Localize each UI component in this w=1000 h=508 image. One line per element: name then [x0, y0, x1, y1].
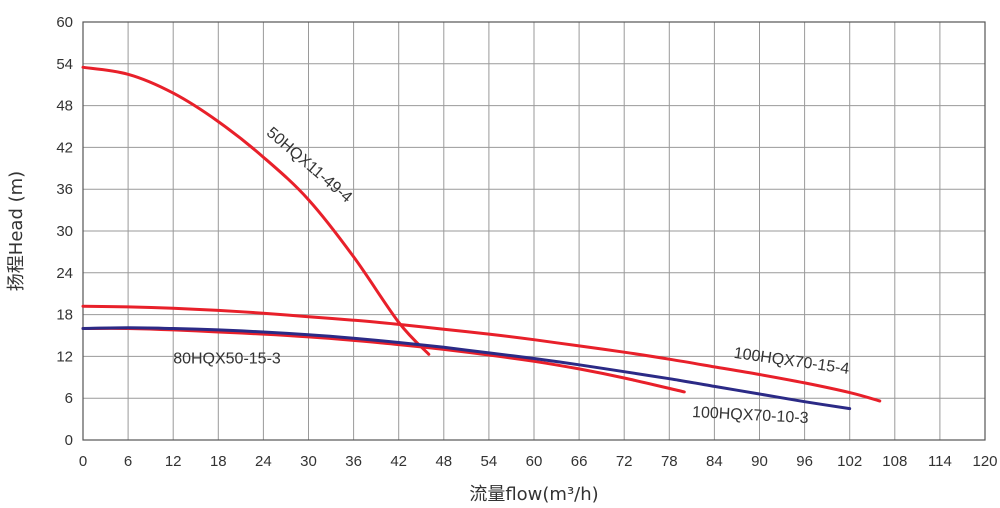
y-tick-label: 30 — [56, 223, 73, 240]
series-label-100HQX70-10-3: 100HQX70-10-3 — [692, 404, 809, 427]
series-labels: 50HQX11-49-480HQX50-15-3100HQX70-10-3100… — [173, 124, 850, 427]
series-label-80HQX50-15-3: 80HQX50-15-3 — [173, 350, 281, 367]
x-axis-title: 流量flow(m³/h) — [469, 484, 598, 505]
series-lines — [81, 65, 882, 411]
x-tick-label: 18 — [210, 453, 227, 470]
y-tick-label: 24 — [56, 265, 73, 282]
x-tick-label: 90 — [751, 453, 768, 470]
x-tick-label: 30 — [300, 453, 317, 470]
plot-frame — [82, 21, 986, 441]
y-tick-label: 0 — [65, 432, 73, 449]
x-tick-label: 36 — [345, 453, 362, 470]
y-tick-label: 60 — [56, 14, 73, 31]
series-line-100HQX70-10-3 — [81, 326, 852, 411]
x-tick-label: 54 — [481, 453, 498, 470]
x-tick-label: 12 — [165, 453, 182, 470]
y-tick-label: 36 — [56, 181, 73, 198]
x-tick-label: 78 — [661, 453, 678, 470]
y-tick-label: 18 — [56, 307, 73, 324]
x-tick-label: 60 — [526, 453, 543, 470]
x-tick-label: 96 — [796, 453, 813, 470]
x-tick-label: 84 — [706, 453, 723, 470]
x-tick-label: 108 — [882, 453, 907, 470]
x-tick-label: 114 — [928, 453, 952, 470]
x-tick-labels: 0 6 12 18 24 30 36 42 48 54 60 66 72 78 84 90 96 102 108 11… — [79, 453, 998, 470]
series-line-50HQX11-49-4 — [81, 65, 431, 356]
x-tick-label: 6 — [124, 453, 132, 470]
x-tick-label: 0 — [79, 453, 87, 470]
x-tick-label: 42 — [390, 453, 407, 470]
x-tick-label: 72 — [616, 453, 633, 470]
x-tick-label: 24 — [255, 453, 272, 470]
y-tick-label: 42 — [56, 139, 73, 156]
x-tick-label: 48 — [435, 453, 452, 470]
series-line-100HQX70-15-4 — [81, 304, 882, 403]
x-tick-label: 102 — [837, 453, 862, 470]
y-axis-title: 扬程Head (m) — [6, 171, 27, 291]
y-tick-label: 48 — [56, 98, 73, 115]
y-tick-label: 6 — [65, 390, 73, 407]
y-tick-label: 54 — [56, 56, 73, 73]
grid-lines — [82, 21, 986, 441]
series-label-50HQX11-49-4: 50HQX11-49-4 — [263, 124, 355, 206]
x-tick-label: 120 — [972, 453, 997, 470]
y-tick-label: 12 — [56, 348, 73, 365]
x-tick-label: 66 — [571, 453, 588, 470]
y-tick-labels: 0 6 12 18 24 30 36 42 48 54 60 — [56, 14, 73, 449]
